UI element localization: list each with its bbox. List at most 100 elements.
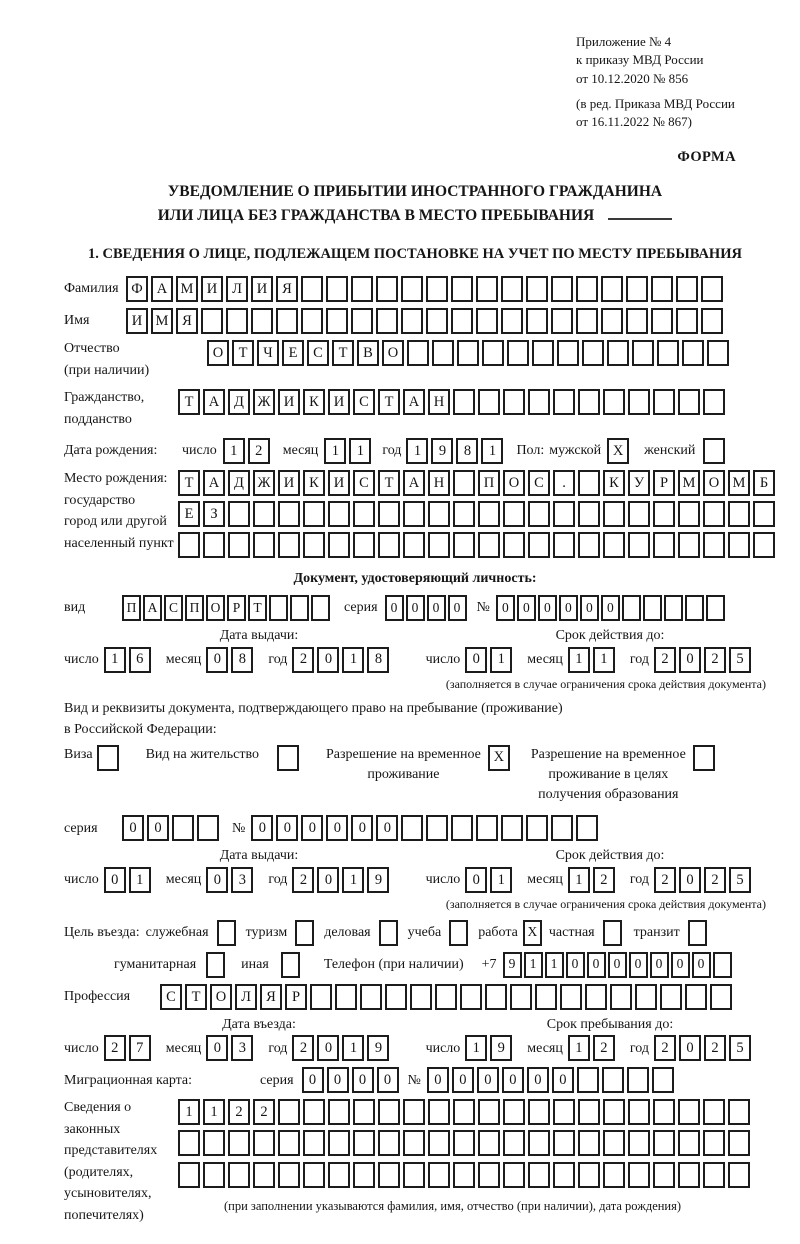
- char-box[interactable]: [428, 1161, 450, 1188]
- char-box[interactable]: Ф: [126, 276, 148, 302]
- checkbox[interactable]: [276, 744, 299, 771]
- char-box[interactable]: [385, 983, 407, 1010]
- char-box[interactable]: [251, 308, 273, 334]
- char-box[interactable]: [578, 470, 600, 496]
- char-box[interactable]: [403, 1130, 425, 1157]
- char-box[interactable]: [653, 389, 675, 415]
- char-box[interactable]: 9: [367, 1035, 390, 1062]
- char-box[interactable]: [651, 1067, 674, 1094]
- char-box[interactable]: [476, 276, 498, 302]
- char-box[interactable]: А: [203, 389, 225, 415]
- char-box[interactable]: [451, 308, 473, 334]
- char-box[interactable]: [228, 501, 250, 527]
- char-box[interactable]: [682, 340, 704, 366]
- char-box[interactable]: [621, 595, 641, 621]
- char-box[interactable]: Л: [226, 276, 248, 302]
- char-box[interactable]: [528, 389, 550, 415]
- char-box[interactable]: 0: [628, 951, 648, 978]
- char-box[interactable]: Д: [228, 389, 250, 415]
- checkbox[interactable]: [378, 919, 398, 946]
- char-box[interactable]: [451, 276, 473, 302]
- char-box[interactable]: [426, 276, 448, 302]
- char-box[interactable]: [426, 815, 449, 842]
- char-box[interactable]: [351, 308, 373, 334]
- char-box[interactable]: [403, 501, 425, 527]
- char-box[interactable]: 1: [203, 1099, 225, 1126]
- char-box[interactable]: 0: [326, 815, 349, 842]
- char-box[interactable]: 0: [206, 646, 229, 673]
- char-box[interactable]: 6: [128, 646, 151, 673]
- char-box[interactable]: [378, 1161, 400, 1188]
- char-box[interactable]: Т: [178, 470, 200, 496]
- char-box[interactable]: Р: [227, 595, 246, 621]
- char-box[interactable]: [453, 501, 475, 527]
- char-box[interactable]: [172, 815, 194, 842]
- char-box[interactable]: [303, 1099, 325, 1126]
- char-box[interactable]: 1: [481, 438, 504, 464]
- char-box[interactable]: [576, 1067, 599, 1094]
- char-box[interactable]: [553, 389, 575, 415]
- char-box[interactable]: З: [203, 501, 225, 527]
- char-box[interactable]: [582, 340, 604, 366]
- char-box[interactable]: [453, 389, 475, 415]
- char-box[interactable]: [326, 308, 348, 334]
- char-box[interactable]: 0: [405, 595, 425, 621]
- char-box[interactable]: 0: [607, 951, 627, 978]
- char-box[interactable]: 1: [103, 646, 126, 673]
- char-box[interactable]: [705, 595, 725, 621]
- char-box[interactable]: 0: [451, 1067, 474, 1094]
- char-box[interactable]: И: [278, 389, 300, 415]
- char-box[interactable]: 0: [426, 1067, 449, 1094]
- char-box[interactable]: [478, 1130, 500, 1157]
- char-box[interactable]: [401, 308, 423, 334]
- char-box[interactable]: 0: [317, 866, 340, 893]
- char-box[interactable]: [684, 595, 704, 621]
- checkbox[interactable]: [449, 919, 469, 946]
- char-box[interactable]: Я: [176, 308, 198, 334]
- char-box[interactable]: [642, 595, 662, 621]
- char-box[interactable]: [685, 983, 707, 1010]
- char-box[interactable]: [703, 501, 725, 527]
- char-box[interactable]: [701, 276, 723, 302]
- char-box[interactable]: [528, 501, 550, 527]
- char-box[interactable]: Я: [260, 983, 282, 1010]
- char-box[interactable]: [578, 532, 600, 558]
- char-box[interactable]: [453, 470, 475, 496]
- char-box[interactable]: [601, 308, 623, 334]
- char-box[interactable]: [401, 276, 423, 302]
- char-box[interactable]: [753, 501, 775, 527]
- char-box[interactable]: [503, 501, 525, 527]
- char-box[interactable]: [628, 501, 650, 527]
- char-box[interactable]: 0: [251, 815, 274, 842]
- char-box[interactable]: [510, 983, 532, 1010]
- char-box[interactable]: Р: [653, 470, 675, 496]
- char-box[interactable]: М: [151, 308, 173, 334]
- char-box[interactable]: [557, 340, 579, 366]
- char-box[interactable]: [453, 1161, 475, 1188]
- char-box[interactable]: [703, 532, 725, 558]
- char-box[interactable]: 0: [551, 1067, 574, 1094]
- char-box[interactable]: М: [176, 276, 198, 302]
- char-box[interactable]: Т: [378, 470, 400, 496]
- char-box[interactable]: [601, 1067, 624, 1094]
- char-box[interactable]: [676, 308, 698, 334]
- char-box[interactable]: И: [201, 276, 223, 302]
- char-box[interactable]: [626, 1067, 649, 1094]
- char-box[interactable]: [651, 308, 673, 334]
- char-box[interactable]: О: [703, 470, 725, 496]
- checkbox[interactable]: [216, 919, 236, 946]
- char-box[interactable]: [635, 983, 657, 1010]
- char-box[interactable]: [678, 532, 700, 558]
- char-box[interactable]: [551, 815, 574, 842]
- char-box[interactable]: [276, 308, 298, 334]
- char-box[interactable]: [457, 340, 479, 366]
- char-box[interactable]: С: [353, 470, 375, 496]
- char-box[interactable]: 0: [206, 1035, 229, 1062]
- char-box[interactable]: 0: [579, 595, 599, 621]
- char-box[interactable]: Ж: [253, 389, 275, 415]
- checkbox[interactable]: [206, 951, 226, 978]
- char-box[interactable]: Т: [185, 983, 207, 1010]
- char-box[interactable]: 9: [431, 438, 454, 464]
- char-box[interactable]: 2: [103, 1035, 126, 1062]
- char-box[interactable]: [503, 389, 525, 415]
